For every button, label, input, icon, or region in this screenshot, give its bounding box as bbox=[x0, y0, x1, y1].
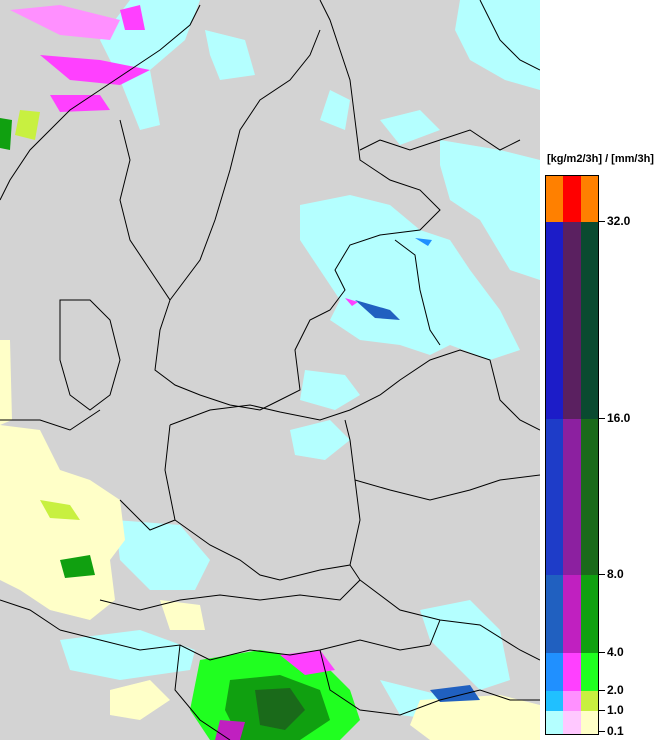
legend-swatch bbox=[580, 575, 598, 653]
legend-swatch bbox=[580, 419, 598, 575]
legend-swatch bbox=[546, 653, 564, 691]
legend-tick bbox=[599, 574, 605, 575]
legend-swatch bbox=[580, 222, 598, 419]
legend-label-8: 8.0 bbox=[607, 567, 624, 581]
precip-heavy-core bbox=[190, 650, 360, 740]
legend-label-32: 32.0 bbox=[607, 214, 631, 228]
legend-tick bbox=[599, 690, 605, 691]
legend-swatch bbox=[546, 691, 564, 711]
legend-label-0-1: 0.1 bbox=[607, 724, 624, 738]
coastlines-borders bbox=[0, 0, 540, 740]
legend-swatch bbox=[546, 222, 564, 419]
legend-tick bbox=[599, 731, 605, 732]
legend-band bbox=[546, 222, 598, 419]
precip-moderate-areas bbox=[0, 5, 480, 702]
legend-swatch bbox=[546, 176, 564, 222]
legend-swatch bbox=[580, 691, 598, 711]
precipitation-map bbox=[0, 0, 540, 740]
legend-label-2: 2.0 bbox=[607, 683, 624, 697]
legend-swatch bbox=[563, 711, 581, 734]
legend-swatch bbox=[563, 653, 581, 691]
legend-swatch bbox=[580, 176, 598, 222]
legend-tick bbox=[599, 418, 605, 419]
legend-color-bar bbox=[545, 175, 599, 735]
legend-band bbox=[546, 176, 598, 222]
precip-light-areas bbox=[60, 0, 540, 720]
legend-swatch bbox=[563, 419, 581, 575]
legend-swatch bbox=[546, 419, 564, 575]
legend-band bbox=[546, 711, 598, 734]
legend-title: [kg/m2/3h] / [mm/3h] bbox=[547, 153, 654, 165]
legend-band bbox=[546, 419, 598, 575]
legend-swatch bbox=[563, 176, 581, 222]
legend-band bbox=[546, 653, 598, 691]
legend-swatch bbox=[580, 711, 598, 734]
legend-label-16: 16.0 bbox=[607, 411, 631, 425]
legend-swatch bbox=[563, 575, 581, 653]
legend-tick bbox=[599, 221, 605, 222]
legend-band bbox=[546, 691, 598, 711]
legend-swatch bbox=[546, 711, 564, 734]
legend-band bbox=[546, 575, 598, 653]
legend-swatch bbox=[563, 222, 581, 419]
legend-swatch bbox=[563, 691, 581, 711]
legend-swatch bbox=[546, 575, 564, 653]
legend-label-4: 4.0 bbox=[607, 645, 624, 659]
legend-swatch bbox=[580, 653, 598, 691]
legend-tick bbox=[599, 652, 605, 653]
legend-label-1: 1.0 bbox=[607, 703, 624, 717]
legend-tick bbox=[599, 710, 605, 711]
